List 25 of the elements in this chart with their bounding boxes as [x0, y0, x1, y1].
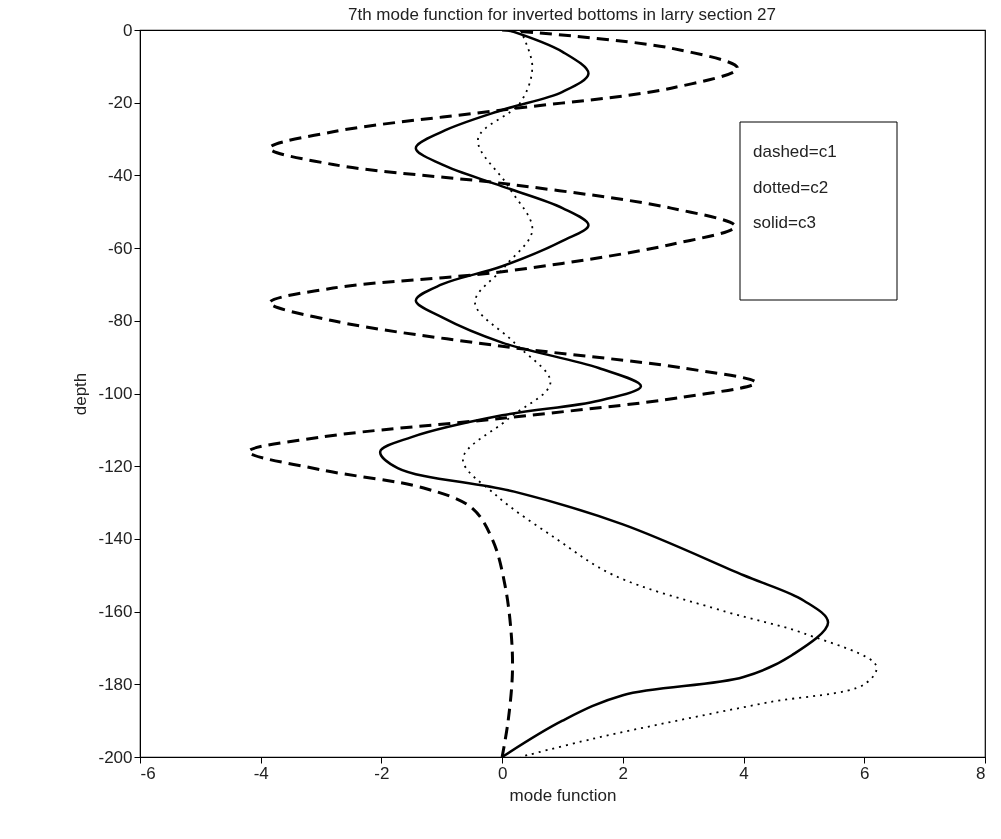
y-tick-label: -40: [107, 165, 133, 185]
annotation: solid=c3: [753, 213, 816, 232]
x-tick-label: -2: [374, 763, 390, 783]
y-tick-label: -20: [107, 93, 133, 113]
y-axis-title: depth: [71, 372, 91, 416]
y-tick-label: 0: [123, 20, 133, 40]
y-tick-label: -100: [98, 384, 133, 403]
y-tick-label: -60: [107, 238, 133, 258]
x-tick-label: 6: [860, 763, 870, 783]
annotation: dashed=c1: [753, 142, 837, 161]
x-tick-label: 8: [976, 763, 986, 783]
y-tick-label: -80: [107, 311, 133, 331]
x-tick-label: 4: [739, 763, 749, 783]
y-tick-label: -180: [98, 674, 133, 694]
y-tick-label: -140: [98, 529, 133, 549]
y-tick-label: -200: [98, 747, 133, 767]
x-tick-label: -4: [253, 763, 269, 783]
x-axis-title: mode function: [509, 785, 617, 805]
x-tick-label: 2: [618, 763, 629, 783]
x-tick-label: -6: [140, 763, 156, 783]
y-tick-label: -160: [98, 602, 133, 622]
y-tick-label: -120: [98, 456, 133, 476]
annotation: dotted=c2: [753, 177, 829, 197]
x-tick-label: 0: [497, 763, 508, 783]
chart-title: 7th mode function for inverted bottoms in larry section 27: [347, 5, 777, 24]
